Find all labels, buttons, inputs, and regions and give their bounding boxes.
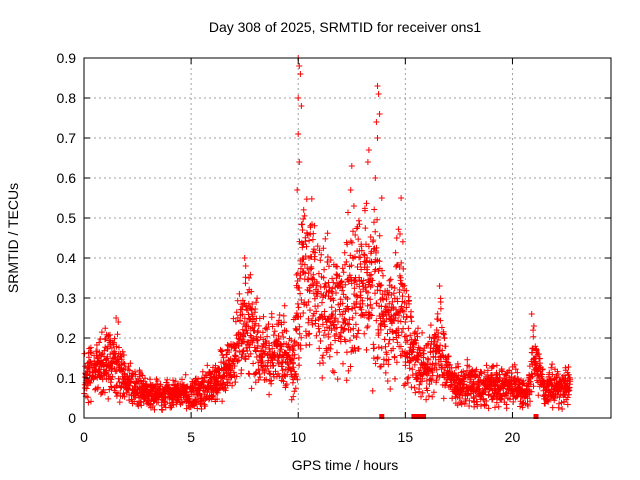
zero-value-point (379, 414, 385, 419)
zero-value-point (421, 414, 427, 419)
y-tick-label: 0.2 (57, 330, 77, 346)
zero-value-point (413, 414, 419, 419)
y-tick-label: 0 (68, 410, 76, 426)
y-tick-label: 0.8 (57, 90, 77, 106)
y-tick-label: 0.9 (57, 50, 77, 66)
y-tick-label: 0.6 (57, 170, 77, 186)
x-tick-label: 20 (505, 429, 521, 445)
y-tick-label: 0.1 (57, 370, 77, 386)
x-tick-label: 10 (290, 429, 306, 445)
zero-value-point (533, 414, 539, 419)
x-tick-label: 0 (80, 429, 88, 445)
y-tick-label: 0.5 (57, 210, 77, 226)
x-tick-label: 5 (187, 429, 195, 445)
plot-frame (83, 57, 612, 419)
y-tick-label: 0.3 (57, 290, 77, 306)
x-axis-label: GPS time / hours (292, 457, 399, 473)
data-points (81, 55, 574, 419)
y-tick-label: 0.4 (57, 250, 77, 266)
y-axis-ticks: 0 0.1 0.2 0.3 0.4 0.5 0.6 0.7 0.8 0.9 (57, 50, 611, 426)
x-tick-label: 15 (398, 429, 414, 445)
y-tick-label: 0.7 (57, 130, 77, 146)
chart-title: Day 308 of 2025, SRMTID for receiver ons… (209, 19, 482, 35)
y-axis-label: SRMTID / TECUs (5, 183, 21, 293)
x-axis-ticks: 0 5 10 15 20 (80, 58, 520, 445)
srmtid-points (81, 55, 574, 413)
